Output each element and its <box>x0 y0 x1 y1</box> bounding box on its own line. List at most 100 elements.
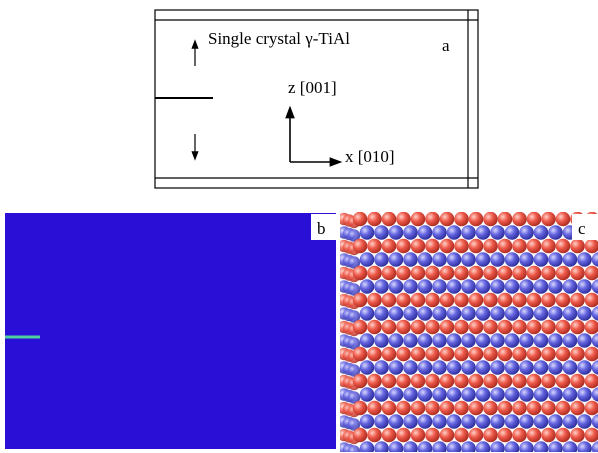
atom <box>461 279 476 294</box>
atom <box>447 387 462 402</box>
atom <box>519 441 534 453</box>
atom <box>396 320 411 335</box>
atom <box>476 387 491 402</box>
atom <box>374 333 389 348</box>
atom <box>570 347 585 362</box>
atom <box>447 360 462 375</box>
atom <box>403 306 418 321</box>
atom <box>360 387 375 402</box>
atom <box>367 428 382 443</box>
atom <box>570 293 585 308</box>
atom <box>367 266 382 281</box>
atom <box>353 374 368 389</box>
atom <box>592 414 598 429</box>
atom <box>382 374 397 389</box>
atom <box>490 225 505 240</box>
atom <box>374 387 389 402</box>
atom <box>548 252 563 267</box>
atom <box>382 266 397 281</box>
atom <box>534 306 549 321</box>
atom <box>476 441 491 453</box>
atom <box>389 441 404 453</box>
atom <box>548 333 563 348</box>
atom <box>418 360 433 375</box>
atom <box>440 293 455 308</box>
atom <box>396 347 411 362</box>
atom <box>411 266 426 281</box>
atom <box>548 360 563 375</box>
atom <box>556 374 571 389</box>
atom <box>570 239 585 254</box>
atom <box>483 293 498 308</box>
atom <box>577 306 592 321</box>
atom <box>440 347 455 362</box>
atom <box>476 306 491 321</box>
atom <box>411 212 426 227</box>
atom <box>461 360 476 375</box>
atom <box>512 428 527 443</box>
atom <box>490 279 505 294</box>
atom <box>563 360 578 375</box>
atom <box>418 387 433 402</box>
atom <box>403 279 418 294</box>
atom <box>403 360 418 375</box>
atom <box>367 320 382 335</box>
atom <box>447 333 462 348</box>
atom <box>476 333 491 348</box>
atom <box>585 374 598 389</box>
atom <box>577 414 592 429</box>
atom <box>367 401 382 416</box>
atom <box>512 212 527 227</box>
atom <box>498 347 513 362</box>
atom <box>403 252 418 267</box>
atom <box>425 428 440 443</box>
atom <box>527 239 542 254</box>
atom <box>512 401 527 416</box>
atom <box>469 212 484 227</box>
atom <box>425 239 440 254</box>
atom <box>411 374 426 389</box>
atom-model <box>338 212 598 453</box>
atom <box>447 441 462 453</box>
atom <box>505 387 520 402</box>
atom <box>403 441 418 453</box>
figure: Single crystal γ-TiAl a z [001] x [010] … <box>0 0 598 453</box>
atom <box>483 428 498 443</box>
atom <box>454 320 469 335</box>
atom <box>403 333 418 348</box>
atom <box>534 225 549 240</box>
atom <box>447 225 462 240</box>
atom <box>360 333 375 348</box>
atom <box>353 428 368 443</box>
atom <box>418 441 433 453</box>
atom <box>519 414 534 429</box>
atom <box>432 225 447 240</box>
atom <box>577 387 592 402</box>
atom <box>483 266 498 281</box>
atom <box>382 293 397 308</box>
atom <box>374 306 389 321</box>
atom <box>556 401 571 416</box>
atom <box>396 239 411 254</box>
atom <box>382 212 397 227</box>
atom <box>592 387 598 402</box>
atom <box>374 279 389 294</box>
atom <box>454 293 469 308</box>
atom <box>563 387 578 402</box>
atom <box>461 414 476 429</box>
atom <box>469 401 484 416</box>
atom <box>411 293 426 308</box>
atom <box>432 333 447 348</box>
panel-title: Single crystal γ-TiAl <box>208 29 350 48</box>
atom <box>440 401 455 416</box>
atom <box>461 333 476 348</box>
atom <box>418 306 433 321</box>
atom <box>556 212 571 227</box>
atom <box>367 293 382 308</box>
atom <box>360 306 375 321</box>
atom <box>563 441 578 453</box>
atom <box>425 320 440 335</box>
atom <box>374 360 389 375</box>
atom <box>527 320 542 335</box>
atom <box>570 320 585 335</box>
